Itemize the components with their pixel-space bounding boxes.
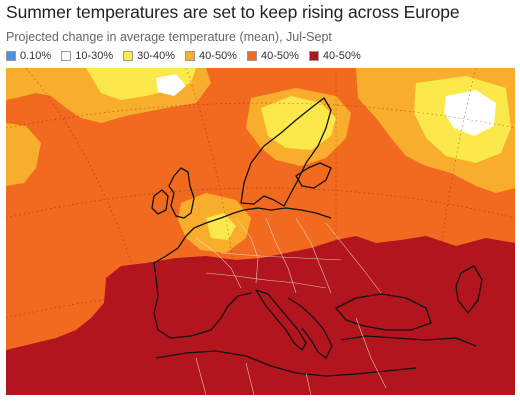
border-line-2 <box>235 217 259 284</box>
legend-swatch-3 <box>123 51 134 61</box>
legend-item-3: 30-40% <box>123 50 175 62</box>
graticule <box>6 68 515 395</box>
border-line-3 <box>265 217 297 294</box>
zone-yellow-scandinavia <box>261 96 336 150</box>
legend-item-6: 40-50% <box>308 50 361 62</box>
legend-label-1: 0.10% <box>20 50 52 62</box>
legend-swatch-1 <box>6 51 16 61</box>
legend-item-5: 40-50% <box>246 50 299 62</box>
legend-item-2: 10-30% <box>61 50 113 62</box>
legend-swatch-4 <box>185 51 196 61</box>
zone-light-orange-atlantic <box>6 123 41 186</box>
chart-title: Summer temperatures are set to keep risi… <box>6 2 460 22</box>
legend: 0.10% 10-30% 30-40% 40-50% 40-50% 40-50% <box>6 50 371 62</box>
europe-temperature-map <box>6 68 515 395</box>
coastlines <box>151 97 483 377</box>
border-line-7 <box>220 252 342 261</box>
border-line-10 <box>245 362 255 395</box>
legend-item-4: 40-50% <box>185 50 237 62</box>
legend-label-4: 40-50% <box>199 50 237 62</box>
legend-label-3: 30-40% <box>137 50 176 62</box>
border-line-4 <box>295 217 332 294</box>
graticule-line-5 <box>6 102 515 129</box>
border-line-1 <box>195 237 242 289</box>
coastline-great-britain <box>168 167 195 219</box>
coastline-baltic <box>295 162 332 189</box>
coastline-turkey <box>340 335 477 347</box>
border-line-8 <box>355 317 387 389</box>
coastline-balkans <box>287 297 333 359</box>
legend-item-1: 0.10% <box>6 50 51 62</box>
border-line-6 <box>205 272 327 289</box>
zone-white-east <box>444 90 496 136</box>
country-borders <box>195 217 387 395</box>
coastline-scandinavia <box>240 97 332 207</box>
zone-white-north <box>156 74 186 96</box>
border-line-9 <box>195 357 207 395</box>
graticule-line-7 <box>6 287 515 319</box>
chart-subtitle: Projected change in average temperature … <box>6 30 332 44</box>
zone-yellow-france <box>206 213 236 240</box>
legend-swatch-6 <box>308 51 319 61</box>
graticule-line-6 <box>6 187 515 219</box>
legend-swatch-2 <box>61 51 72 61</box>
legend-label-6: 40-50% <box>322 50 361 62</box>
coastline-italy <box>255 289 307 351</box>
legend-label-5: 40-50% <box>260 50 299 62</box>
border-line-11 <box>305 372 312 395</box>
coastline-north-africa <box>155 350 417 377</box>
legend-label-2: 10-30% <box>75 50 114 62</box>
legend-swatch-5 <box>246 51 257 61</box>
coastline-caspian <box>455 265 483 314</box>
coastline-continent <box>153 207 332 339</box>
coastline-ireland <box>151 189 169 215</box>
